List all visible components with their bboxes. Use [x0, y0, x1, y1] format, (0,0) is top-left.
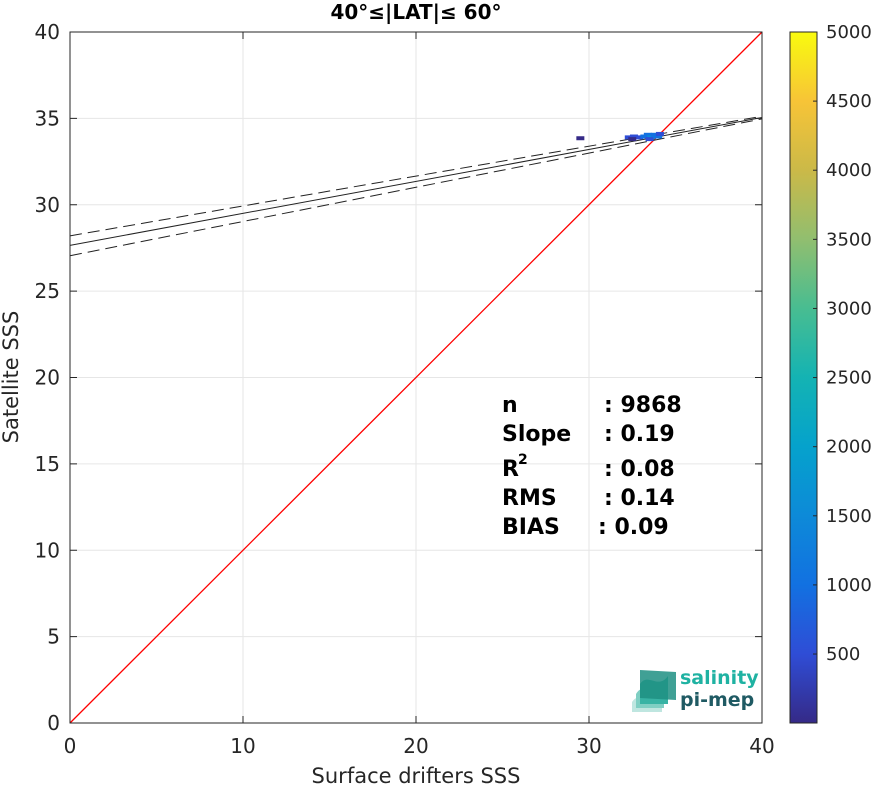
colorbar-tick-label: 2500 — [826, 368, 872, 389]
colorbar-tick-label: 3500 — [826, 229, 872, 250]
x-tick-label: 30 — [576, 734, 601, 758]
stat-r2-superscript: 2 — [518, 452, 528, 468]
stat-r2-label: R — [502, 457, 519, 482]
colorbar-tick-label: 5000 — [826, 22, 872, 43]
density-point — [628, 137, 637, 142]
density-point — [654, 134, 663, 139]
logo-text-line1: salinity — [680, 667, 759, 689]
density-point — [655, 131, 664, 136]
colorbar-tick-label: 4000 — [826, 160, 872, 181]
stat-r2-value: : 0.08 — [604, 457, 675, 482]
stat-slope-label: Slope — [502, 422, 571, 447]
chart-marks — [69, 31, 763, 724]
colorbar-tick-label: 3000 — [826, 298, 872, 319]
colorbar-tick-label: 2000 — [826, 437, 872, 458]
colorbar-ticks: 500 1000 1500 2000 2500 3000 3500 4000 4500 5000 — [813, 22, 872, 665]
x-axis-label: Surface drifters SSS — [312, 764, 521, 786]
density-point — [576, 136, 585, 141]
stat-rms-label: RMS — [502, 486, 557, 511]
stat-n-value: : 9868 — [604, 393, 682, 418]
salinity-pimep-logo: salinity pi-mep — [632, 667, 759, 712]
y-axis: 0 5 10 15 20 25 30 35 40 — [35, 20, 762, 735]
colorbar-tick-label: 1000 — [826, 575, 872, 596]
density-point — [643, 132, 652, 137]
logo-text-line2: pi-mep — [680, 689, 754, 711]
stat-n-label: n — [502, 393, 518, 418]
colorbar-tick-label: 1500 — [826, 506, 872, 527]
stat-bias-value: : 0.09 — [598, 515, 669, 540]
y-axis-label: Satellite SSS — [0, 311, 23, 444]
x-tick-label: 40 — [749, 734, 774, 758]
y-tick-label: 30 — [35, 193, 60, 217]
density-point — [645, 137, 654, 142]
colorbar-tick-label: 500 — [826, 644, 860, 665]
y-tick-label: 5 — [47, 625, 60, 649]
x-axis: 0 10 20 30 40 — [64, 32, 775, 758]
regression-lower-bound — [69, 118, 763, 257]
stat-slope-value: : 0.19 — [604, 422, 675, 447]
y-tick-label: 10 — [35, 538, 60, 562]
stats-annotation: n : 9868 Slope : 0.19 R 2 : 0.08 RMS : 0… — [502, 393, 682, 540]
y-tick-label: 35 — [35, 106, 60, 130]
chart-title: 40°≤|LAT|≤ 60° — [330, 0, 501, 24]
stat-bias-label: BIAS — [502, 515, 560, 540]
x-tick-label: 10 — [230, 734, 255, 758]
y-tick-label: 25 — [35, 279, 60, 303]
stat-rms-value: : 0.14 — [604, 486, 675, 511]
y-tick-label: 20 — [35, 366, 60, 390]
y-tick-label: 40 — [35, 20, 60, 44]
colorbar — [789, 31, 818, 724]
density-point — [629, 134, 638, 139]
logo-wave-icon — [632, 670, 676, 712]
x-tick-label: 0 — [64, 734, 77, 758]
colorbar-tick-label: 4500 — [826, 91, 872, 112]
x-tick-label: 20 — [403, 734, 428, 758]
one-to-one-line — [69, 31, 763, 724]
density-point — [635, 135, 644, 140]
y-tick-label: 15 — [35, 452, 60, 476]
y-tick-label: 0 — [47, 711, 60, 735]
